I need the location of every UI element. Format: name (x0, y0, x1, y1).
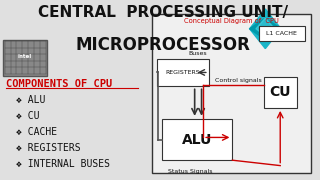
Polygon shape (250, 9, 281, 49)
Text: Conceptual Diagram of  CPU: Conceptual Diagram of CPU (184, 18, 279, 24)
FancyBboxPatch shape (3, 40, 47, 76)
Text: ❖ REGISTERS: ❖ REGISTERS (16, 143, 80, 153)
Text: REGISTERS: REGISTERS (165, 70, 200, 75)
Text: CU: CU (269, 85, 291, 99)
Text: MICROPROCESSOR: MICROPROCESSOR (76, 36, 251, 54)
Text: Buses: Buses (189, 51, 207, 56)
Text: Control signals: Control signals (215, 78, 262, 83)
FancyBboxPatch shape (259, 26, 305, 41)
Text: ALU: ALU (182, 132, 212, 147)
Polygon shape (250, 18, 281, 40)
Text: ❖ CACHE: ❖ CACHE (16, 127, 57, 137)
FancyBboxPatch shape (162, 119, 232, 160)
Text: COMPONENTS OF CPU: COMPONENTS OF CPU (6, 79, 113, 89)
FancyBboxPatch shape (152, 14, 311, 173)
Text: ❖ CU: ❖ CU (16, 111, 39, 121)
Text: CENTRAL  PROCESSING UNIT/: CENTRAL PROCESSING UNIT/ (38, 5, 288, 20)
Text: L1 CACHE: L1 CACHE (266, 31, 297, 36)
Text: ❖ ALU: ❖ ALU (16, 95, 45, 105)
FancyBboxPatch shape (264, 76, 297, 108)
Polygon shape (256, 18, 275, 36)
FancyBboxPatch shape (157, 58, 209, 86)
Text: Status Signals: Status Signals (168, 169, 212, 174)
Text: ❖ INTERNAL BUSES: ❖ INTERNAL BUSES (16, 159, 110, 169)
Text: intel: intel (17, 54, 32, 59)
